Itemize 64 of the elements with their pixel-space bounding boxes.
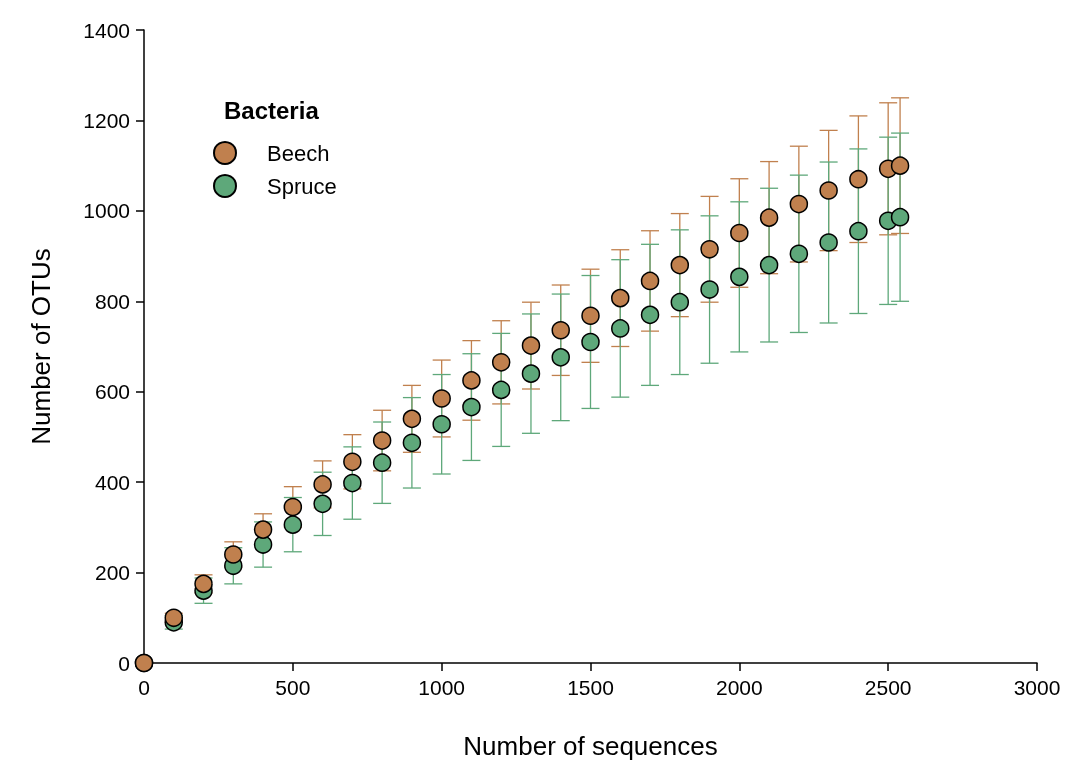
y-tick-label: 1000: [83, 199, 130, 223]
point: [551, 320, 570, 340]
y-tick-label: 1200: [83, 108, 130, 132]
point: [849, 221, 868, 241]
point: [670, 255, 690, 275]
point: [890, 156, 910, 175]
x-tick-label: 2500: [864, 676, 912, 699]
point: [730, 267, 749, 287]
point: [491, 380, 511, 400]
x-axis-title: Number of sequences: [463, 731, 718, 761]
point: [789, 194, 809, 214]
point: [283, 497, 303, 517]
point: [283, 515, 303, 534]
point: [253, 535, 273, 554]
point: [313, 494, 332, 514]
point: [402, 409, 422, 429]
y-tick-label: 200: [94, 561, 130, 585]
legend-label: Spruce: [267, 173, 337, 199]
y-tick-label: 600: [94, 380, 130, 404]
point: [343, 473, 362, 493]
point: [849, 169, 868, 189]
point: [611, 288, 630, 308]
point: [581, 332, 600, 352]
point: [343, 452, 362, 472]
legend-label: Beech: [267, 140, 330, 166]
point: [819, 233, 838, 252]
point: [640, 305, 660, 325]
point: [313, 475, 332, 494]
point: [819, 181, 838, 200]
y-tick-label: 0: [118, 651, 130, 675]
point: [372, 453, 392, 472]
point: [730, 223, 749, 243]
legend-title: Bacteria: [224, 96, 320, 124]
point: [759, 255, 779, 275]
point: [789, 244, 809, 264]
point: [611, 319, 630, 338]
point: [432, 415, 451, 434]
y-tick-label: 400: [94, 470, 130, 494]
point: [253, 520, 273, 539]
point: [432, 389, 451, 408]
point: [402, 433, 422, 453]
point: [491, 353, 511, 372]
point: [462, 397, 481, 417]
point: [581, 306, 600, 325]
point: [640, 271, 660, 291]
x-tick-label: 1500: [567, 676, 614, 699]
point: [521, 364, 541, 383]
y-axis-title: Number of OTUs: [26, 248, 56, 445]
x-tick-label: 500: [275, 676, 311, 699]
point: [700, 240, 719, 259]
point: [700, 280, 719, 299]
x-tick-label: 1000: [418, 676, 466, 699]
point: [521, 336, 541, 355]
x-tick-label: 2000: [715, 676, 763, 699]
point: [462, 371, 481, 390]
point: [759, 208, 779, 227]
x-tick-label: 3000: [1013, 676, 1061, 699]
x-tick-label: 0: [138, 676, 150, 699]
y-tick-label: 800: [94, 289, 130, 313]
point: [670, 292, 690, 312]
y-tick-label: 1400: [83, 18, 130, 42]
point: [551, 348, 570, 367]
point: [890, 207, 910, 227]
point: [372, 431, 392, 450]
